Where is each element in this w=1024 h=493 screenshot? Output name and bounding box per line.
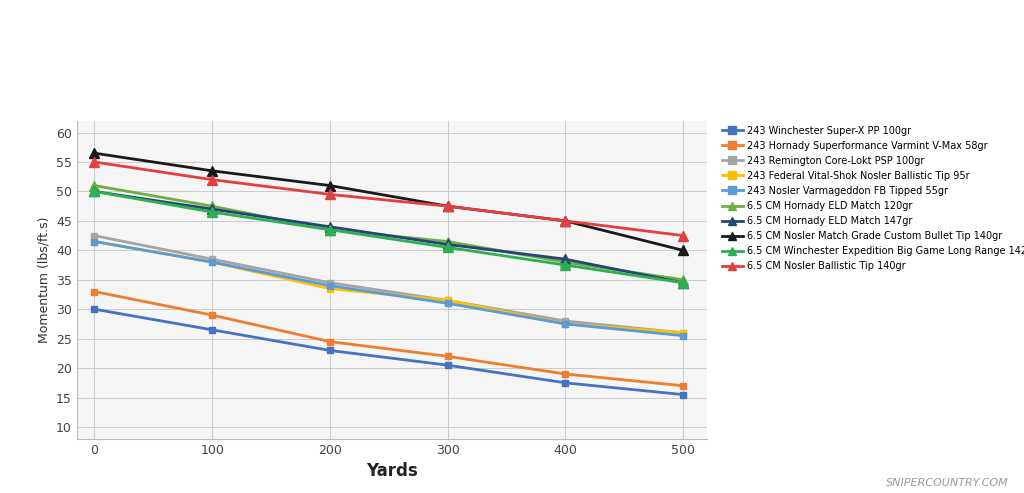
Y-axis label: Momentum (lbs/ft.s): Momentum (lbs/ft.s) (38, 216, 50, 343)
Line: 243 Remington Core-Lokt PSP 100gr: 243 Remington Core-Lokt PSP 100gr (91, 232, 686, 336)
6.5 CM Hornady ELD Match 120gr (324, 227, 336, 233)
243 Hornady Superformance Varmint V-Max 58gr (88, 288, 100, 294)
243 Winchester Super-X PP 100gr (324, 348, 336, 353)
Line: 6.5 CM Nosler Ballistic Tip 140gr: 6.5 CM Nosler Ballistic Tip 140gr (89, 157, 688, 241)
243 Hornady Superformance Varmint V-Max 58gr (206, 312, 218, 318)
6.5 CM Nosler Ballistic Tip 140gr (206, 176, 218, 182)
6.5 CM Nosler Ballistic Tip 140gr (677, 233, 689, 239)
X-axis label: Yards: Yards (366, 462, 418, 480)
243 Federal Vital-Shok Nosler Ballistic Tip 95r (677, 330, 689, 336)
Line: 6.5 CM Nosler Match Grade Custom Bullet Tip 140gr: 6.5 CM Nosler Match Grade Custom Bullet … (89, 148, 688, 255)
243 Remington Core-Lokt PSP 100gr (88, 233, 100, 239)
6.5 CM Nosler Ballistic Tip 140gr (88, 159, 100, 165)
243 Nosler Varmageddon FB Tipped 55gr (441, 300, 454, 306)
6.5 CM Hornady ELD Match 147gr (441, 242, 454, 247)
6.5 CM Hornady ELD Match 147gr (324, 224, 336, 230)
243 Nosler Varmageddon FB Tipped 55gr (88, 239, 100, 245)
243 Federal Vital-Shok Nosler Ballistic Tip 95r (88, 239, 100, 245)
243 Remington Core-Lokt PSP 100gr (206, 256, 218, 262)
6.5 CM Hornady ELD Match 120gr (559, 259, 571, 265)
6.5 CM Hornady ELD Match 147gr (677, 280, 689, 285)
243 Remington Core-Lokt PSP 100gr (677, 330, 689, 336)
6.5 CM Hornady ELD Match 120gr (441, 239, 454, 245)
Text: SNIPERCOUNTRY.COM: SNIPERCOUNTRY.COM (886, 478, 1009, 488)
Text: MOMENTUM: MOMENTUM (322, 19, 702, 72)
243 Hornady Superformance Varmint V-Max 58gr (324, 339, 336, 345)
243 Remington Core-Lokt PSP 100gr (441, 297, 454, 303)
6.5 CM Hornady ELD Match 147gr (88, 188, 100, 194)
6.5 CM Nosler Match Grade Custom Bullet Tip 140gr (324, 182, 336, 188)
243 Nosler Varmageddon FB Tipped 55gr (324, 282, 336, 288)
243 Winchester Super-X PP 100gr (206, 327, 218, 333)
243 Hornady Superformance Varmint V-Max 58gr (559, 371, 571, 377)
243 Winchester Super-X PP 100gr (677, 391, 689, 397)
243 Winchester Super-X PP 100gr (559, 380, 571, 386)
Line: 6.5 CM Hornady ELD Match 120gr: 6.5 CM Hornady ELD Match 120gr (89, 181, 688, 284)
243 Federal Vital-Shok Nosler Ballistic Tip 95r (559, 321, 571, 327)
Line: 243 Hornady Superformance Varmint V-Max 58gr: 243 Hornady Superformance Varmint V-Max … (91, 288, 686, 389)
Line: 6.5 CM Hornady ELD Match 147gr: 6.5 CM Hornady ELD Match 147gr (89, 186, 688, 287)
6.5 CM Nosler Match Grade Custom Bullet Tip 140gr (206, 168, 218, 174)
Legend: 243 Winchester Super-X PP 100gr, 243 Hornady Superformance Varmint V-Max 58gr, 2: 243 Winchester Super-X PP 100gr, 243 Hor… (722, 126, 1024, 271)
243 Remington Core-Lokt PSP 100gr (324, 280, 336, 285)
6.5 CM Hornady ELD Match 120gr (88, 182, 100, 188)
6.5 CM Winchester Expedition Big Game Long Range 142gr (441, 245, 454, 250)
243 Winchester Super-X PP 100gr (88, 306, 100, 312)
243 Federal Vital-Shok Nosler Ballistic Tip 95r (206, 259, 218, 265)
243 Nosler Varmageddon FB Tipped 55gr (206, 259, 218, 265)
6.5 CM Nosler Match Grade Custom Bullet Tip 140gr (441, 203, 454, 209)
6.5 CM Hornady ELD Match 120gr (206, 203, 218, 209)
Line: 243 Winchester Super-X PP 100gr: 243 Winchester Super-X PP 100gr (91, 306, 686, 398)
6.5 CM Nosler Ballistic Tip 140gr (324, 191, 336, 197)
6.5 CM Winchester Expedition Big Game Long Range 142gr (324, 227, 336, 233)
6.5 CM Nosler Match Grade Custom Bullet Tip 140gr (88, 150, 100, 156)
Line: 6.5 CM Winchester Expedition Big Game Long Range 142gr: 6.5 CM Winchester Expedition Big Game Lo… (89, 186, 688, 287)
Line: 243 Nosler Varmageddon FB Tipped 55gr: 243 Nosler Varmageddon FB Tipped 55gr (91, 238, 686, 339)
243 Hornady Superformance Varmint V-Max 58gr (441, 353, 454, 359)
6.5 CM Winchester Expedition Big Game Long Range 142gr (206, 209, 218, 215)
6.5 CM Nosler Match Grade Custom Bullet Tip 140gr (559, 218, 571, 224)
6.5 CM Hornady ELD Match 147gr (559, 256, 571, 262)
6.5 CM Winchester Expedition Big Game Long Range 142gr (88, 188, 100, 194)
243 Federal Vital-Shok Nosler Ballistic Tip 95r (441, 297, 454, 303)
243 Nosler Varmageddon FB Tipped 55gr (559, 321, 571, 327)
6.5 CM Nosler Ballistic Tip 140gr (441, 203, 454, 209)
243 Federal Vital-Shok Nosler Ballistic Tip 95r (324, 285, 336, 291)
243 Remington Core-Lokt PSP 100gr (559, 318, 571, 324)
243 Hornady Superformance Varmint V-Max 58gr (677, 383, 689, 389)
6.5 CM Hornady ELD Match 120gr (677, 277, 689, 283)
243 Winchester Super-X PP 100gr (441, 362, 454, 368)
Line: 243 Federal Vital-Shok Nosler Ballistic Tip 95r: 243 Federal Vital-Shok Nosler Ballistic … (91, 238, 686, 336)
6.5 CM Nosler Match Grade Custom Bullet Tip 140gr (677, 247, 689, 253)
6.5 CM Winchester Expedition Big Game Long Range 142gr (677, 280, 689, 285)
6.5 CM Nosler Ballistic Tip 140gr (559, 218, 571, 224)
6.5 CM Winchester Expedition Big Game Long Range 142gr (559, 262, 571, 268)
243 Nosler Varmageddon FB Tipped 55gr (677, 333, 689, 339)
6.5 CM Hornady ELD Match 147gr (206, 206, 218, 212)
